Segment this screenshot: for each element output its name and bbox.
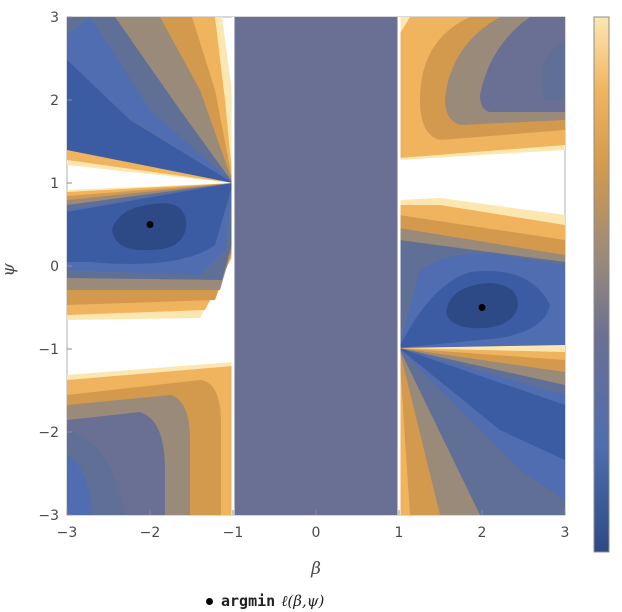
x-tick-label: −2 [140, 525, 161, 541]
minimum-point [478, 304, 486, 311]
contour-region [540, 40, 565, 100]
x-tick-label: 0 [312, 525, 321, 541]
flat-band [233, 17, 399, 515]
contour-region [399, 348, 565, 500]
legend-command: argmin [221, 592, 276, 610]
legend-expression: ℓ(β,ψ) [281, 592, 325, 610]
minima-points [146, 221, 486, 311]
y-axis-title: ψ [0, 263, 19, 277]
x-axis-title: β [310, 559, 321, 579]
colorbar [593, 16, 610, 553]
contour-region [67, 455, 92, 515]
y-tick-label: 3 [50, 10, 59, 26]
contour-region [399, 348, 565, 460]
legend: argmin ℓ(β,ψ) [206, 592, 324, 611]
y-tick-label: 1 [50, 176, 59, 192]
y-tick-label: −3 [38, 508, 59, 524]
axis-ticks: −3 −2 −1 0 1 2 3 3 2 1 0 −1 −2 −3 [38, 10, 569, 541]
contour-regions [67, 17, 565, 515]
y-tick-label: 2 [50, 93, 59, 109]
x-tick-label: 1 [395, 525, 404, 541]
x-tick-label: −1 [223, 525, 244, 541]
x-tick-label: 3 [561, 525, 570, 541]
contour-region [67, 60, 233, 183]
minimum-point [146, 221, 154, 228]
x-tick-label: −3 [57, 525, 78, 541]
legend-marker-icon [206, 598, 213, 605]
y-tick-label: −2 [38, 425, 59, 441]
y-tick-label: −1 [38, 342, 59, 358]
x-tick-label: 2 [478, 525, 487, 541]
contour-region [67, 17, 233, 183]
y-tick-label: 0 [50, 259, 59, 275]
